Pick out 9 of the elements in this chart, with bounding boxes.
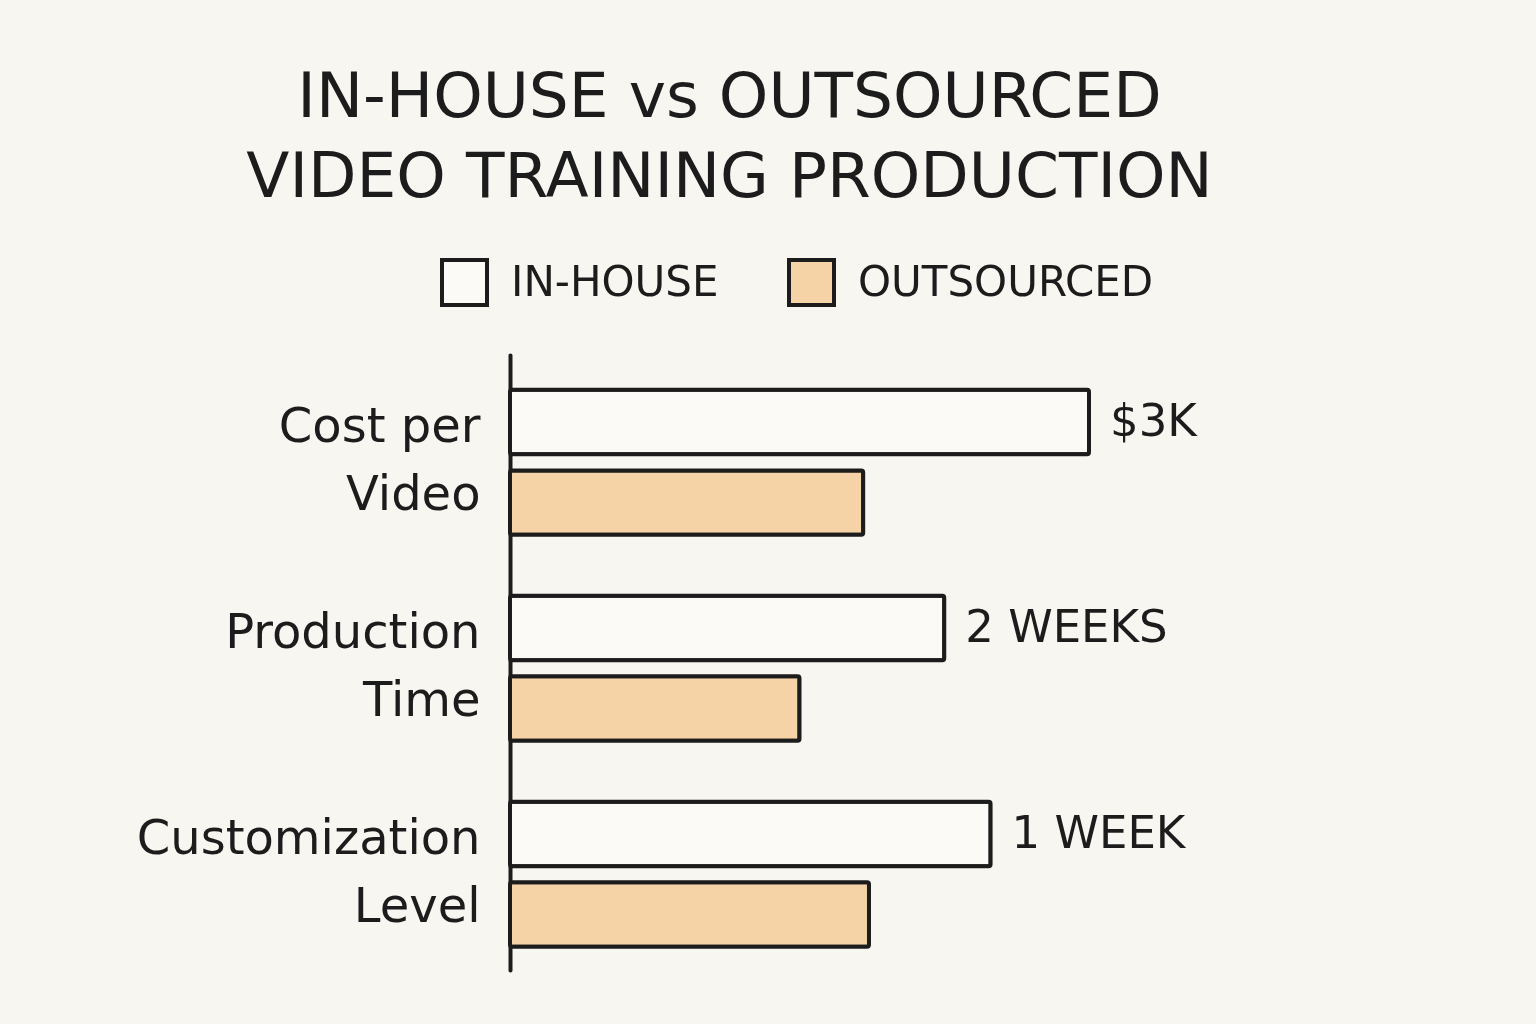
legend-label: OUTSOURCED (858, 256, 1154, 306)
legend-label: IN-HOUSE (511, 256, 719, 306)
y-tick-label: Customization Level (136, 809, 481, 934)
y-tick-label: Cost per Video (278, 397, 481, 522)
annotation: 1 WEEK (1011, 805, 1187, 859)
chart-title: IN-HOUSE vs OUTSOURCED VIDEO TRAINING PRODUCTION (246, 59, 1213, 212)
text: $3K (1110, 394, 1199, 448)
y-tick-label: Production Time (225, 603, 481, 728)
annotation: 2 WEEKS (965, 600, 1168, 654)
